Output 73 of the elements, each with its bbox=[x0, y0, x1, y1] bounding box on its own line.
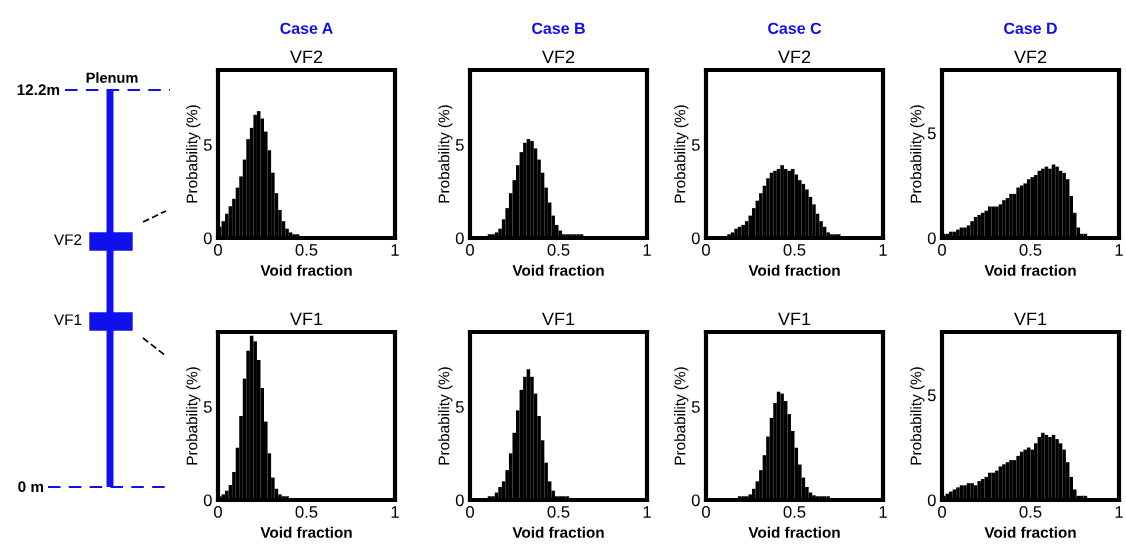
x-tick-label: 0 bbox=[214, 244, 222, 256]
x-tick-label: 1 bbox=[643, 506, 651, 518]
x-axis-title: Void fraction bbox=[748, 264, 840, 276]
y-axis-title: Probability (%) bbox=[910, 105, 925, 203]
text: Case C bbox=[768, 22, 822, 34]
x-axis-title: Void fraction bbox=[260, 264, 352, 276]
x-tick-label: 0.5 bbox=[295, 244, 318, 256]
chart-title: VF1 bbox=[778, 312, 811, 326]
text: Case B bbox=[532, 22, 585, 34]
text: Case A bbox=[280, 22, 333, 34]
x-tick-label: 1 bbox=[1115, 506, 1123, 518]
y-tick-label: 0 bbox=[455, 494, 464, 507]
x-tick-label: 0.5 bbox=[547, 506, 570, 518]
y-axis-title: Probability (%) bbox=[438, 367, 453, 465]
y-tick-label: 5 bbox=[927, 389, 936, 402]
x-tick-label: 1 bbox=[879, 244, 887, 256]
x-axis-title: Void fraction bbox=[512, 264, 604, 276]
x-tick-label: 0 bbox=[702, 244, 710, 256]
text: Case D bbox=[1004, 22, 1057, 34]
chart-title: VF1 bbox=[1014, 312, 1047, 326]
x-tick-label: 0 bbox=[938, 244, 946, 256]
y-tick-label: 5 bbox=[455, 139, 464, 151]
x-axis-title: Void fraction bbox=[512, 526, 604, 538]
y-tick-label: 5 bbox=[203, 401, 212, 413]
x-axis-title: Void fraction bbox=[984, 526, 1076, 538]
x-axis-title: Void fraction bbox=[748, 526, 840, 538]
chart-title: VF2 bbox=[290, 50, 323, 64]
y-tick-label: 5 bbox=[691, 139, 700, 151]
x-tick-label: 1 bbox=[879, 506, 887, 518]
y-tick-label: 0 bbox=[927, 232, 936, 245]
y-tick-label: 0 bbox=[455, 232, 464, 245]
y-axis-title: Probability (%) bbox=[186, 367, 201, 465]
x-tick-label: 1 bbox=[391, 244, 399, 256]
x-axis-title: Void fraction bbox=[984, 264, 1076, 276]
y-tick-label: 0 bbox=[203, 232, 212, 245]
y-tick-label: 5 bbox=[927, 127, 936, 140]
chart-title: VF2 bbox=[1014, 50, 1047, 64]
y-tick-label: 5 bbox=[203, 139, 212, 151]
x-tick-label: 0 bbox=[702, 506, 710, 518]
y-axis-title: Probability (%) bbox=[674, 105, 689, 203]
x-tick-label: 0 bbox=[938, 506, 946, 518]
text: VF2 bbox=[54, 234, 82, 245]
text: VF1 bbox=[54, 314, 82, 325]
x-tick-label: 0.5 bbox=[783, 244, 806, 256]
x-tick-label: 1 bbox=[1115, 244, 1123, 256]
chart-title: VF1 bbox=[542, 312, 575, 326]
x-tick-label: 0.5 bbox=[1019, 506, 1042, 518]
y-axis-title: Probability (%) bbox=[186, 105, 201, 203]
x-tick-label: 0 bbox=[466, 244, 474, 256]
text: Plenum bbox=[86, 72, 138, 83]
x-tick-label: 0 bbox=[466, 506, 474, 518]
chart-title: VF2 bbox=[542, 50, 575, 64]
y-tick-label: 0 bbox=[203, 494, 212, 507]
y-axis-title: Probability (%) bbox=[438, 105, 453, 203]
x-tick-label: 0.5 bbox=[783, 506, 806, 518]
y-tick-label: 0 bbox=[691, 494, 700, 507]
y-tick-label: 5 bbox=[455, 401, 464, 413]
x-tick-label: 1 bbox=[391, 506, 399, 518]
x-tick-label: 0.5 bbox=[295, 506, 318, 518]
y-axis-title: Probability (%) bbox=[674, 367, 689, 465]
y-tick-label: 5 bbox=[691, 401, 700, 413]
x-axis-title: Void fraction bbox=[260, 526, 352, 538]
y-tick-label: 0 bbox=[691, 232, 700, 245]
x-tick-label: 0 bbox=[214, 506, 222, 518]
text: 12.2m bbox=[17, 84, 60, 95]
chart-title: VF1 bbox=[290, 312, 323, 326]
x-tick-label: 1 bbox=[643, 244, 651, 256]
text: 0 m bbox=[18, 481, 44, 493]
chart-title: VF2 bbox=[778, 50, 811, 64]
y-tick-label: 0 bbox=[927, 494, 936, 507]
x-tick-label: 0.5 bbox=[1019, 244, 1042, 256]
y-axis-title: Probability (%) bbox=[910, 367, 925, 465]
x-tick-label: 0.5 bbox=[547, 244, 570, 256]
